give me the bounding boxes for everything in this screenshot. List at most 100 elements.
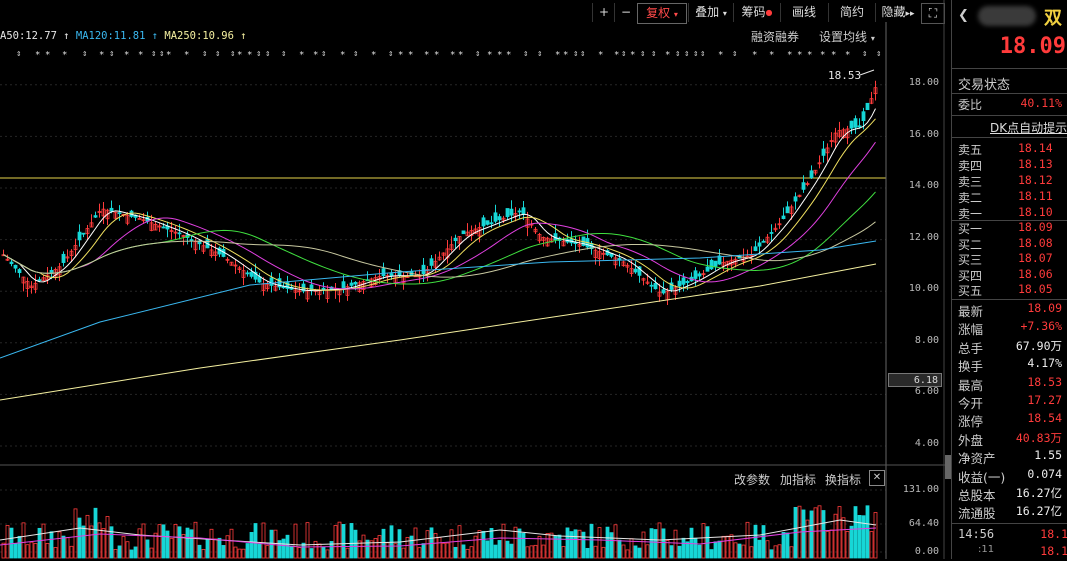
- panel-collapse-handle[interactable]: [945, 455, 951, 479]
- fuquan-button[interactable]: 复权 ▾: [637, 3, 687, 24]
- candle-body: [233, 264, 238, 267]
- shezhi-junxian-button[interactable]: 设置均线 ▾: [819, 28, 875, 45]
- zoom-out-button[interactable]: −: [614, 3, 637, 22]
- candle-body: [441, 252, 446, 256]
- volume-bar: [109, 526, 114, 559]
- volume-bar: [289, 545, 294, 559]
- event-marker-icon: ∗: [718, 49, 723, 59]
- volume-bar: [137, 528, 142, 559]
- stock-name: 双: [1044, 8, 1062, 29]
- event-marker-icon: ⇕: [523, 49, 528, 59]
- ask-row[interactable]: 卖四 18.13: [952, 157, 1067, 174]
- dk-auto-hint-link[interactable]: DK点自动提示: [990, 121, 1067, 135]
- volume-bar: [505, 540, 510, 559]
- volume-bar: [709, 549, 714, 559]
- candle-body: [281, 286, 286, 289]
- ask-price: 18.14: [1018, 141, 1053, 155]
- volume-bar: [393, 543, 398, 559]
- bid-row[interactable]: 买五 18.05: [952, 282, 1067, 299]
- volume-bar: [9, 527, 14, 559]
- zoom-in-button[interactable]: +: [592, 3, 615, 22]
- candle-body: [161, 226, 166, 229]
- candle-body: [761, 240, 766, 243]
- stat-label: 净资产: [958, 451, 996, 467]
- candle-body: [705, 266, 710, 272]
- candle-body: [201, 245, 206, 252]
- candle-body: [453, 237, 458, 242]
- candle-body: [493, 212, 498, 222]
- volume-bar: [325, 549, 330, 559]
- dropdown-arrow-icon[interactable]: ❮: [958, 8, 969, 23]
- volume-bar: [197, 544, 202, 559]
- candle-body: [537, 234, 542, 242]
- gai-canshu-button[interactable]: 改参数: [734, 473, 771, 487]
- volume-bar: [625, 549, 630, 559]
- candle-body: [169, 230, 174, 232]
- volume-bar: [69, 545, 74, 559]
- candle-body: [769, 232, 774, 234]
- event-marker-icon: ∗: [124, 49, 129, 59]
- candle-body: [805, 183, 810, 185]
- huan-zhibiao-button[interactable]: 换指标: [825, 473, 862, 487]
- volume-bar: [649, 528, 654, 559]
- candle-body: [21, 276, 26, 284]
- stat-label: 涨停: [958, 414, 984, 430]
- kline-chart[interactable]: ⇕ ∗ ∗ ∗ ⇕ ∗ ⇕ ∗ ∗ ⇕ ⇕ ∗ ∗ ⇕ ⇕ ⇕ ∗ ∗ ⇕ ⇕ ⇕ ∗ ∗ ⇕ ∗ ⇕ ∗ ⇕ ∗ ∗ ∗ ∗ ∗ ∗ ⇕ ∗ ∗ ∗ ⇕ ⇕…: [0, 0, 951, 559]
- event-marker-icon: ∗: [614, 49, 619, 59]
- volume-bar: [17, 535, 22, 559]
- volume-bar: [369, 540, 374, 559]
- event-marker-icon: ∗: [45, 49, 50, 59]
- volume-bar: [113, 549, 118, 559]
- candle-body: [685, 280, 690, 284]
- bid-row[interactable]: 买一 18.09: [952, 220, 1067, 237]
- volume-bar: [257, 543, 262, 559]
- volume-bar: [1, 542, 6, 559]
- candle-body: [485, 220, 490, 225]
- ask-row[interactable]: 卖二 18.11: [952, 189, 1067, 206]
- ask-row[interactable]: 卖五 18.14: [952, 141, 1067, 158]
- volume-bar: [21, 522, 26, 559]
- event-marker-icon: ∗: [563, 49, 568, 59]
- yincang-button[interactable]: 隐藏▸▸: [875, 3, 920, 22]
- candle-body: [653, 283, 658, 290]
- candle-body: [149, 222, 154, 231]
- event-marker-icon: ⇕: [640, 49, 645, 59]
- ask-row[interactable]: 卖三 18.12: [952, 173, 1067, 190]
- candle-body: [645, 281, 650, 284]
- candle-body: [381, 268, 386, 277]
- volume-bar: [721, 535, 726, 559]
- bid-price: 18.06: [1018, 266, 1053, 281]
- volume-bar: [117, 545, 122, 559]
- ask-label: 卖五: [958, 143, 983, 157]
- diejia-button[interactable]: 叠加 ▾: [688, 3, 733, 22]
- volume-bar: [377, 535, 382, 559]
- volume-bar: [685, 541, 690, 559]
- candle-body: [241, 270, 246, 278]
- volume-bar: [577, 529, 582, 559]
- bid-row[interactable]: 买三 18.07: [952, 251, 1067, 268]
- volume-bar: [537, 535, 542, 559]
- bid-row[interactable]: 买二 18.08: [952, 236, 1067, 253]
- rongzi-link[interactable]: 融资融券: [751, 30, 800, 44]
- stat-row: 净资产 1.55: [952, 448, 1067, 467]
- candle-body: [345, 286, 350, 296]
- candle-body: [353, 281, 358, 285]
- event-marker-icon: ∗: [797, 49, 802, 59]
- yincang-label: 隐藏: [881, 5, 906, 19]
- bid-row[interactable]: 买四 18.06: [952, 267, 1067, 284]
- axis-tick: 18.00: [908, 77, 939, 88]
- jianxun-button[interactable]: 简约: [828, 3, 875, 22]
- axis-tick: 6.00: [914, 386, 939, 397]
- volume-bar: [381, 528, 386, 559]
- candle-body: [813, 169, 818, 174]
- candle-body: [361, 281, 366, 290]
- volume-bar: [29, 541, 34, 559]
- candle-body: [285, 282, 290, 289]
- huaxian-button[interactable]: 画线: [780, 3, 827, 22]
- close-icon[interactable]: ✕: [869, 470, 885, 486]
- vol-axis-tick: 131.00: [902, 484, 939, 495]
- jia-zhibiao-button[interactable]: 加指标: [780, 473, 817, 487]
- ask-row[interactable]: 卖一 18.10: [952, 205, 1067, 222]
- chouma-button[interactable]: 筹码●: [733, 3, 780, 22]
- notification-dot-icon: ●: [765, 8, 773, 17]
